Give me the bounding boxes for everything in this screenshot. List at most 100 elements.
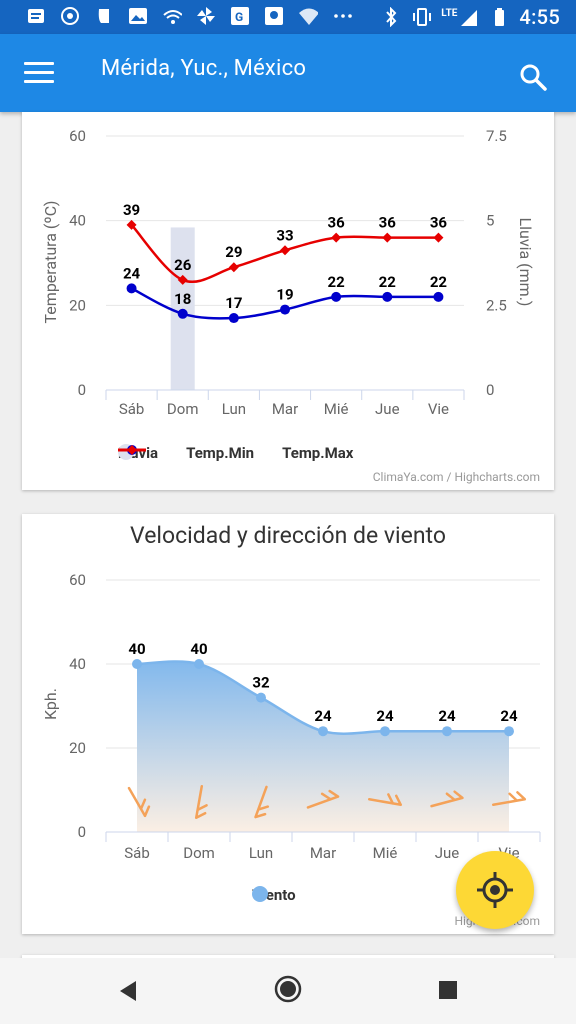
search-button[interactable] [518,62,548,92]
temp-min-data-label: 17 [225,294,242,312]
wind-arrow-shape [491,791,527,807]
rain-bar [170,227,195,390]
temp-max-point [177,274,188,285]
left-axis-tick-label: 40 [69,212,86,230]
legend-item-wind[interactable]: Viento [252,886,296,904]
recents-icon [439,981,457,999]
right-axis-tick-label: 5 [486,212,494,230]
wind-point [194,659,204,669]
wind-point [318,726,328,737]
wind-data-label: 40 [190,640,207,658]
notification-icons: G [26,6,352,26]
my-location-button[interactable] [456,851,534,929]
temp-max-data-label: 36 [328,214,346,232]
more-dots-icon [332,6,352,26]
wind-direction-arrow [194,784,208,820]
right-axis-tick-label: 7.5 [486,127,507,145]
temp-min-point [433,291,444,302]
temp-max-data-label: 36 [430,214,448,232]
x-axis-label: Dom [183,844,215,862]
maps-icon: G [230,6,250,26]
wind-point [504,726,514,737]
x-axis-label: Mié [324,400,349,418]
left-axis-tick-label: 0 [78,381,86,399]
wind-data-label: 24 [314,707,332,725]
temp-max-data-label: 39 [123,201,140,219]
temp-max-point [331,232,342,243]
chart-legend: Lluvia Temp.Min Temp.Max [118,444,353,462]
legend-item-temp-min[interactable]: Temp.Min [118,444,255,462]
left-axis-title: Temperatura (ºC) [41,201,60,324]
temp-min-point [331,291,342,302]
legend-item-temp-max[interactable]: Temp.Max [118,444,354,462]
menu-button[interactable] [24,62,54,86]
right-axis-tick-label: 0 [486,381,494,399]
wind-point [442,726,452,737]
x-axis-label: Sáb [119,400,145,418]
x-axis-label: Lun [249,844,273,862]
y-axis-tick-label: 60 [69,571,86,589]
menu-icon [24,62,54,83]
temp-min-data-label: 22 [430,273,448,291]
temp-max-point [228,262,239,273]
x-axis-label: Vie [428,400,449,418]
temp-max-data-label: 29 [225,243,242,261]
temp-max-point [433,232,444,243]
home-button[interactable] [274,975,302,1007]
back-button[interactable] [116,978,140,1008]
svg-text:G: G [235,10,243,24]
wind-axis-title: Kph. [41,688,60,720]
home-icon [274,975,302,1003]
wind-direction-arrow [254,785,270,819]
temp-max-point [280,245,290,256]
maps-pin-icon [264,6,284,26]
left-axis-tick-label: 20 [69,296,86,314]
wind-data-label: 32 [252,674,270,692]
x-axis-label: Sáb [124,844,150,862]
x-axis-label: Mar [272,400,298,418]
temp-min-point [126,283,137,294]
temp-min-point [382,291,393,302]
x-axis-label: Jue [375,400,400,418]
wind-area [137,661,509,832]
y-axis-tick-label: 0 [78,823,86,841]
temp-max-point [382,232,393,243]
message-icon [26,6,46,26]
wind-data-label: 24 [500,707,518,725]
wind-direction-arrow [367,793,403,807]
wind-data-label: 24 [376,707,394,725]
wind-arrow-shape [194,784,208,820]
x-axis-label: Jue [435,844,460,862]
temperature-chart-card: 0 20 40 60 0 2.5 5 7.5 24 18 17 19 22 22 22 39 26 29 33 36… [22,112,554,490]
wind-direction-arrow [306,789,340,809]
location-title: Mérida, Yuc., México [101,56,307,81]
chart-credit[interactable]: ClimaYa.com / Highcharts.com [372,470,540,484]
cell-signal-icon [459,7,479,27]
recents-button[interactable] [438,980,458,1004]
wind-legend: Viento [252,886,296,904]
x-axis-label: Lun [222,400,246,418]
right-axis-tick-label: 2.5 [486,296,507,314]
temp-min-point [280,304,290,315]
wind-data-label: 24 [438,707,456,725]
temp-min-data-label: 22 [379,273,397,291]
x-axis-label: Dom [167,400,199,418]
image-icon [128,6,148,26]
wind-data-label: 40 [128,640,145,658]
evernote-icon [94,6,114,26]
back-icon [120,981,136,1001]
status-bar: G LTE 4:55 [0,0,576,34]
temp-min-point [228,313,239,324]
x-axis-label: Mié [373,844,398,862]
wind-direction-arrow [127,786,151,818]
wind-point [132,659,142,669]
right-axis-title: Lluvia (mm.) [516,218,535,307]
my-location-icon [477,872,513,908]
legend-label-temp-max: Temp.Max [282,444,354,462]
wind-arrow-shape [430,790,464,808]
network-type: LTE [441,7,458,19]
app-bar: Mérida, Yuc., México [0,34,576,112]
legend-label-temp-min: Temp.Min [186,444,255,462]
battery-icon [489,7,509,27]
temp-min-point [177,308,188,319]
